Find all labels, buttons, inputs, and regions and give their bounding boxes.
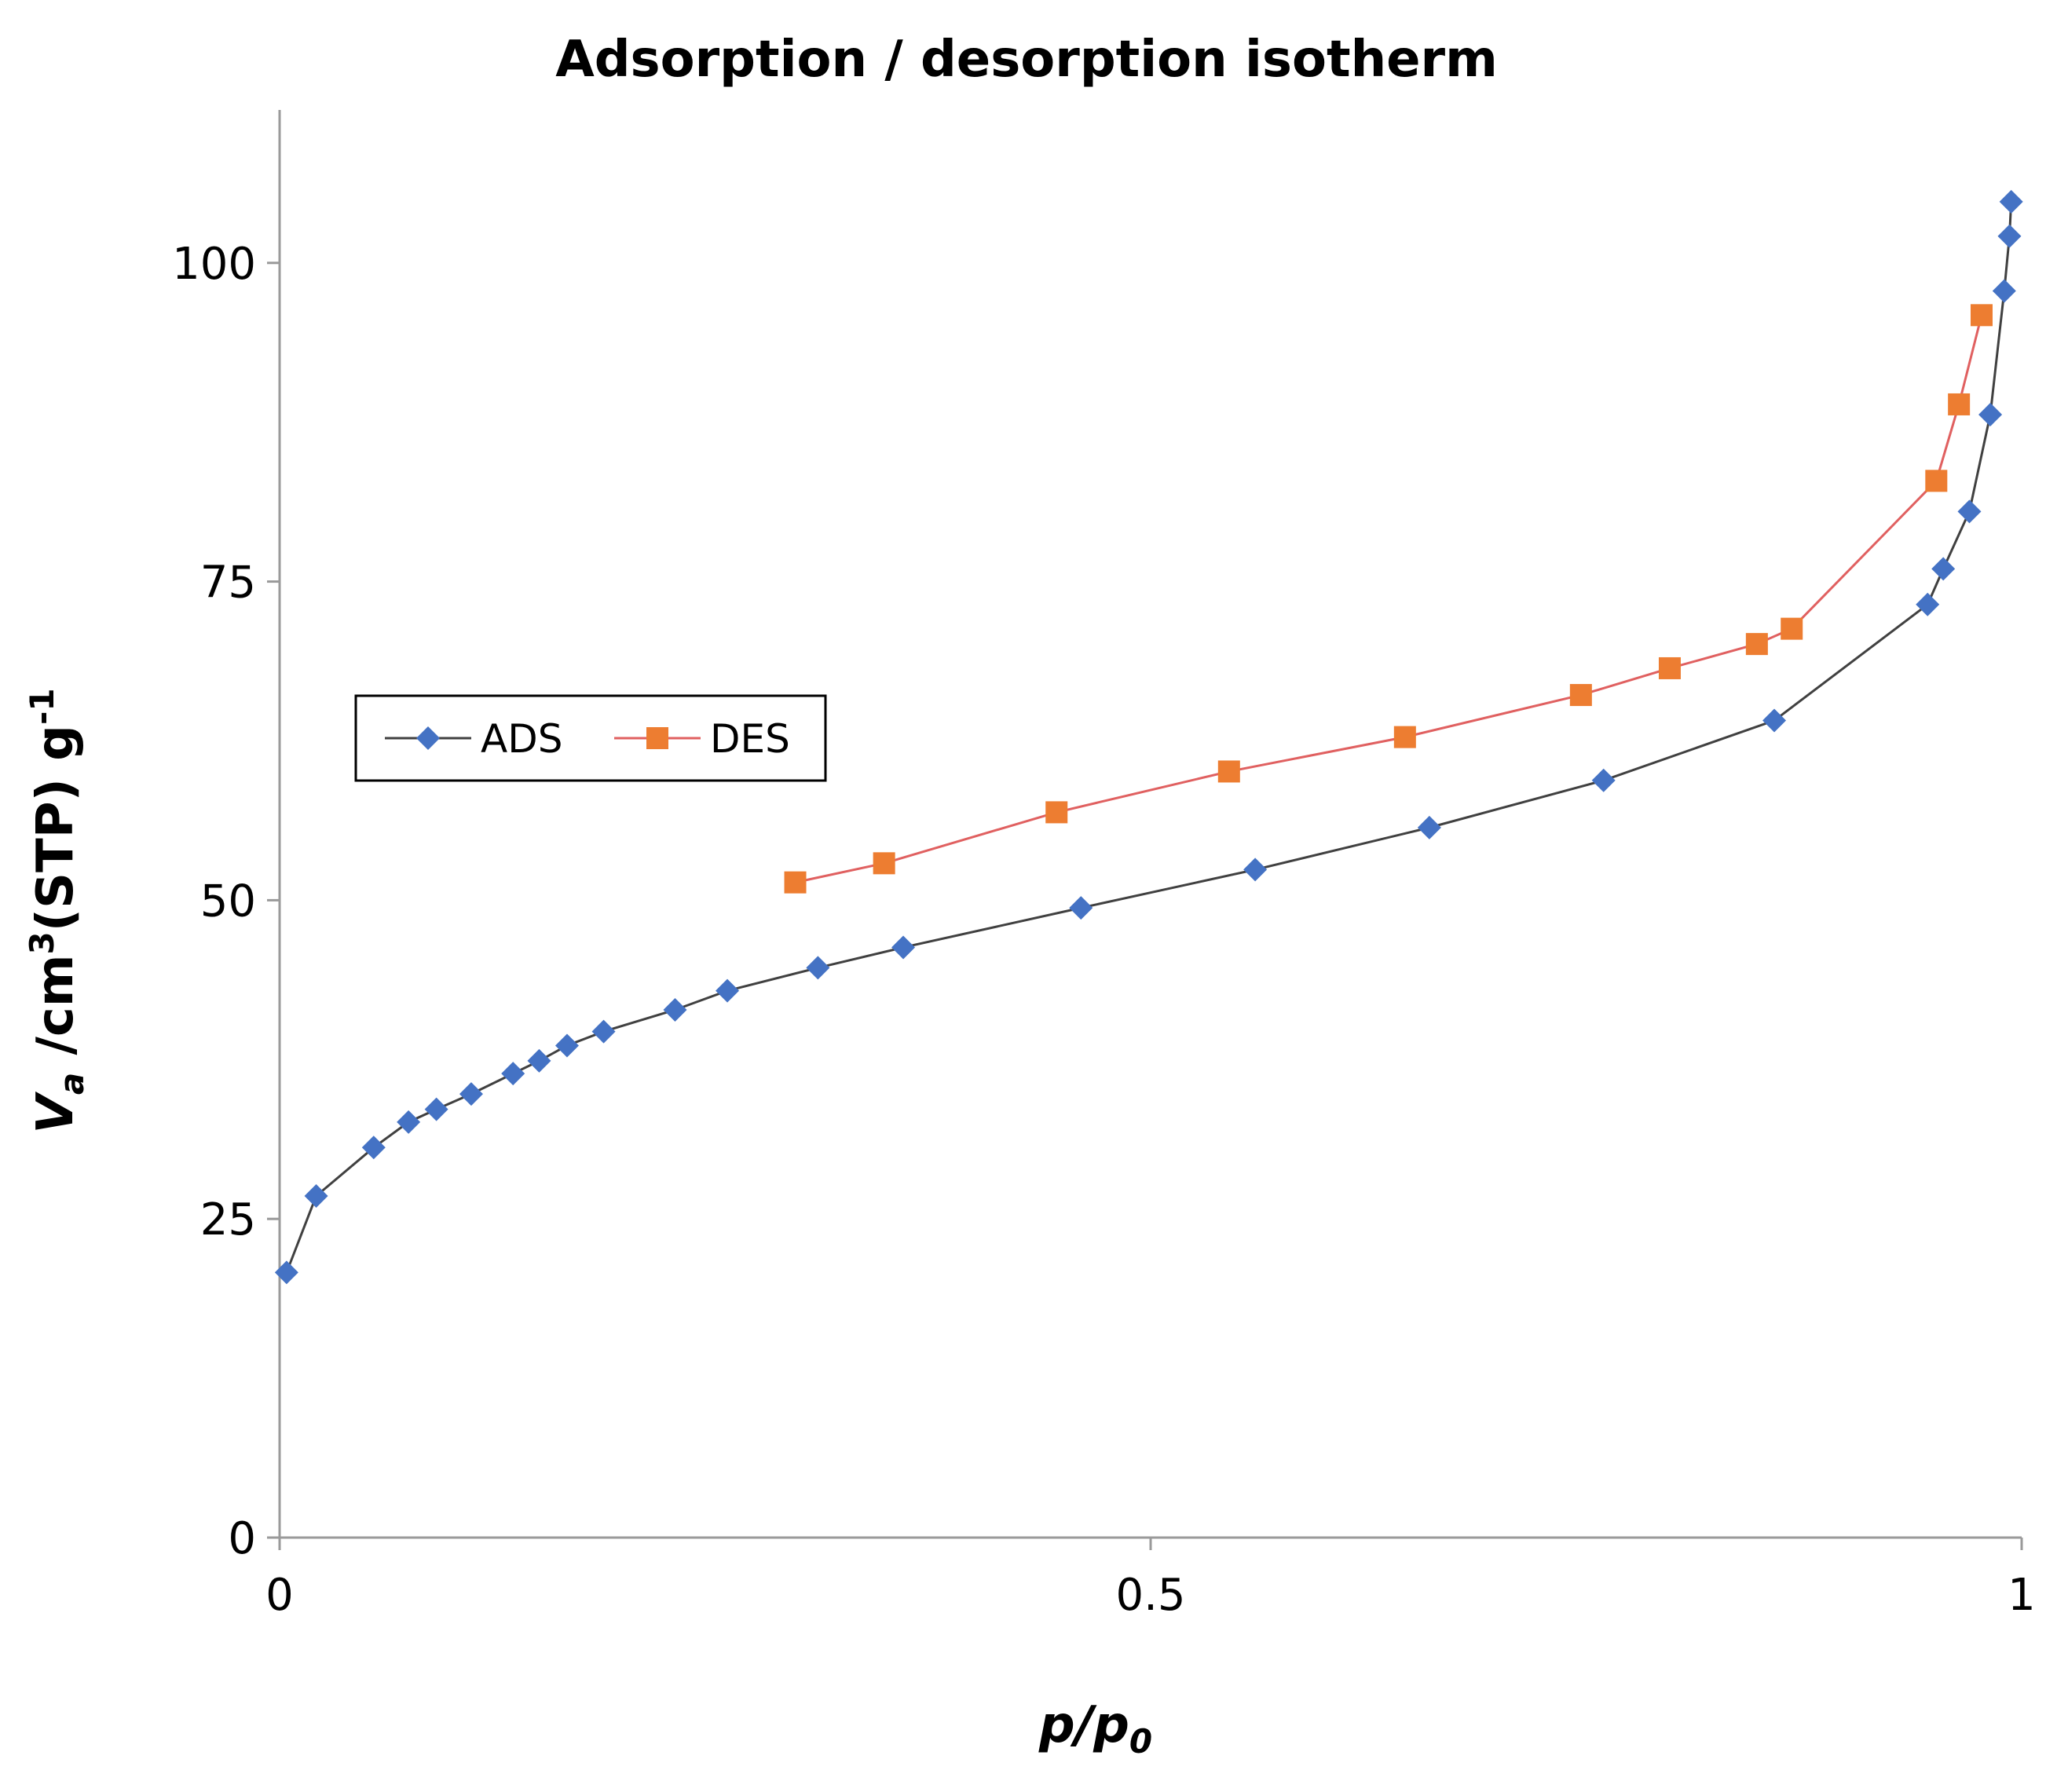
legend-entry-ads: ADS [385,716,562,762]
data-point-ads [274,1260,298,1285]
data-point-ads [501,1062,525,1086]
x-tick-label: 0.5 [1115,1570,1185,1621]
data-point-ads [1591,768,1616,792]
data-point-ads [806,956,830,980]
series-ads [274,189,2023,1285]
data-point-ads [716,978,740,1003]
y-tick-label: 25 [200,1194,256,1245]
data-point-ads [1069,896,1093,920]
data-point-ads [1992,279,2016,303]
x-axis-label: p/p0 [1038,1696,1152,1761]
y-tick-label: 100 [172,239,256,290]
data-point-ads [424,1097,448,1121]
data-point-des [1393,726,1416,748]
data-point-ads [1762,708,1787,733]
data-point-des [1948,393,1971,415]
chart-title: Adsorption / desorption isotherm [555,31,1498,89]
x-axis-label-p: p [1038,1696,1075,1754]
x-tick-label: 0 [265,1570,294,1621]
legend-entries: ADS DES [385,716,790,762]
data-point-ads [1243,858,1268,882]
data-point-des [1970,304,1993,327]
data-point-ads [527,1048,551,1073]
data-point-ads [891,935,916,960]
series-layer [274,189,2023,1285]
data-point-des [1658,656,1681,679]
data-point-ads [663,997,687,1022]
data-point-des [1781,617,1803,640]
data-point-ads [555,1033,579,1058]
y-axis-label-sup-minus1: -1 [23,688,61,725]
data-point-des [1745,633,1768,656]
data-point-ads [361,1136,386,1160]
data-point-des [1925,470,1948,492]
data-point-ads [1931,557,1956,581]
data-point-ads [1916,592,1940,616]
legend-marker-ads [416,726,440,750]
data-point-des [1045,801,1068,824]
data-point-des [1569,684,1592,707]
y-axis-label-sup-3: 3 [23,931,61,954]
data-point-ads [459,1082,483,1106]
y-axis-label-v: V [27,1092,85,1134]
y-tick-label: 0 [228,1513,256,1564]
y-axis-label-unit-mid: (STP) g [27,725,85,931]
y-tick-label: 75 [200,558,256,609]
y-tick-label: 50 [200,876,256,927]
legend-entry-des: DES [614,716,790,762]
x-ticks: 0 0.5 1 [265,1538,2036,1621]
y-ticks: 0 25 50 75 100 [172,239,280,1564]
series-des [784,304,1993,894]
data-point-ads [304,1183,328,1208]
y-axis-label-sub-a: a [53,1073,91,1095]
legend-marker-des [646,727,668,749]
x-axis-label-sub-0: 0 [1129,1722,1152,1761]
data-point-des [873,852,895,875]
x-axis-label-p0: p [1093,1696,1129,1754]
legend-label-des: DES [710,716,790,762]
y-axis-label-unit-pre: /cm [27,954,85,1072]
data-point-ads [1978,402,2003,426]
legend: ADS DES [354,694,827,782]
data-point-ads [1957,499,1982,524]
series-line-des [795,314,1983,884]
data-point-des [784,871,807,894]
data-point-ads [397,1110,421,1134]
data-point-ads [1417,815,1441,839]
data-point-ads [1997,224,2022,248]
data-point-ads [591,1019,616,1044]
data-point-ads [1999,189,2023,214]
data-point-des [1217,760,1240,783]
legend-label-ads: ADS [481,716,562,762]
y-axis-label: Va /cm3(STP) g-1 [23,688,91,1133]
x-tick-label: 1 [2008,1570,2036,1621]
